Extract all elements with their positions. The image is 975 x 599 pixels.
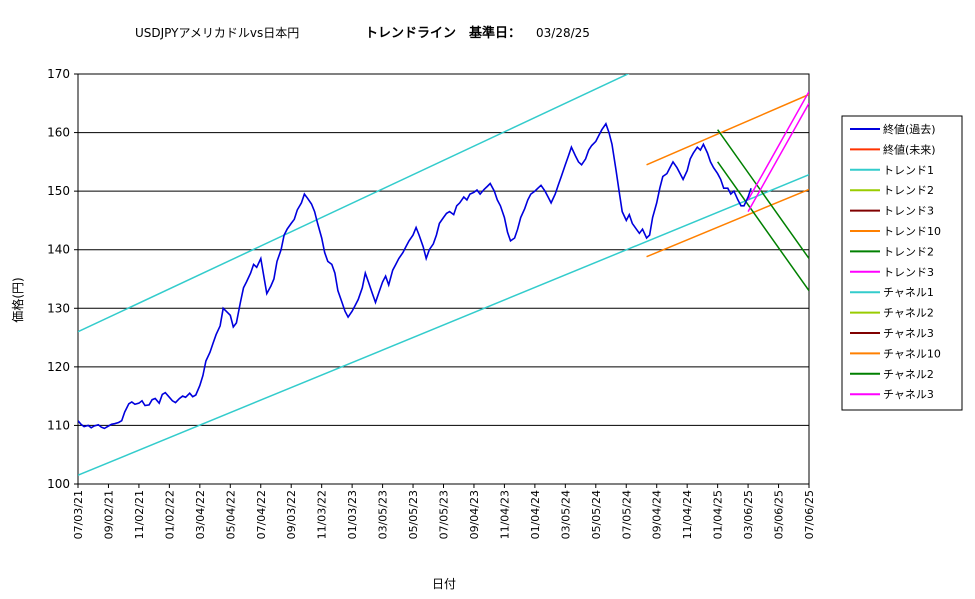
legend-label: トレンド3 [883, 266, 934, 279]
x-tick-label: 05/05/23 [407, 490, 420, 539]
x-tick-label: 01/02/22 [163, 490, 176, 539]
trend-line [747, 102, 809, 213]
x-tick-label: 05/04/22 [224, 490, 237, 539]
legend-label: チャネル10 [883, 347, 941, 360]
x-tick-label: 11/02/21 [133, 490, 146, 539]
x-tick-label: 11/03/22 [316, 490, 329, 539]
legend-label: トレンド2 [883, 245, 934, 258]
legend-label: トレンド3 [883, 205, 934, 218]
x-tick-label: 11/04/24 [681, 490, 694, 539]
series-closing-past [78, 122, 752, 430]
trend-line [646, 188, 809, 258]
x-tick-label: 07/05/24 [620, 490, 633, 539]
legend-label: 終値(過去) [883, 122, 936, 136]
y-tick-label: 140 [47, 243, 70, 257]
legend: 終値(過去) 終値(未来) トレンド1 トレンド2 トレンド3 トレンド10 トレンド2 トレ… [850, 122, 941, 401]
chart-title-date: 03/28/25 [536, 26, 590, 40]
chart-title-part1: USDJPYアメリカドルvs日本円 [135, 26, 299, 40]
chart-lines [78, 74, 809, 476]
x-tick-label: 09/02/21 [102, 490, 115, 539]
legend-label: トレンド2 [883, 184, 934, 197]
x-tick-label: 07/06/25 [803, 490, 816, 539]
legend-label: チャネル3 [883, 388, 934, 401]
x-tick-label: 01/04/25 [712, 490, 725, 539]
chart-title-part2: トレンドライン 基準日： [365, 25, 521, 41]
x-tick-label: 03/06/25 [742, 490, 755, 539]
x-axis-ticks: 07/03/21 09/02/21 11/02/21 01/02/22 03/04/22… [72, 484, 816, 539]
x-tick-label: 05/06/25 [773, 490, 786, 539]
x-tick-label: 05/05/24 [590, 490, 603, 539]
legend-label: 終値(未来) [883, 142, 936, 156]
x-tick-label: 09/04/23 [468, 490, 481, 539]
plot-area [77, 73, 810, 485]
y-axis-label: 価格(円) [10, 277, 25, 322]
x-axis-label: 日付 [432, 577, 456, 591]
y-tick-label: 160 [47, 126, 70, 140]
y-tick-label: 100 [47, 477, 70, 491]
x-tick-label: 07/05/23 [438, 490, 451, 539]
x-tick-label: 11/04/23 [498, 490, 511, 539]
legend-box [841, 115, 963, 411]
trend-line [78, 74, 630, 333]
x-tick-label: 01/04/24 [529, 490, 542, 539]
x-tick-label: 07/04/22 [255, 490, 268, 539]
legend-label: チャネル2 [883, 307, 934, 320]
trend-line [717, 161, 809, 292]
x-tick-label: 09/04/24 [651, 490, 664, 539]
trend-line [646, 93, 809, 166]
legend-label: トレンド1 [883, 164, 934, 177]
x-tick-label: 07/03/21 [72, 490, 85, 539]
trend-line [717, 129, 809, 259]
legend-label: トレンド10 [883, 225, 941, 238]
y-tick-label: 120 [47, 360, 70, 374]
trend-line [747, 91, 809, 201]
y-tick-label: 130 [47, 301, 70, 315]
y-tick-label: 110 [47, 418, 70, 432]
x-tick-label: 03/05/23 [377, 490, 390, 539]
y-tick-label: 150 [47, 184, 70, 198]
x-tick-label: 03/05/24 [559, 490, 572, 539]
trend-line [78, 174, 809, 476]
legend-label: チャネル1 [883, 286, 934, 299]
legend-label: チャネル2 [883, 368, 934, 381]
x-tick-label: 01/03/23 [346, 490, 359, 539]
x-tick-label: 03/04/22 [194, 490, 207, 539]
y-tick-label: 170 [47, 67, 70, 81]
x-tick-label: 09/03/22 [285, 490, 298, 539]
y-axis-ticks: 100 110 120 130 140 150 160 170 [47, 67, 78, 491]
legend-label: チャネル3 [883, 327, 934, 340]
